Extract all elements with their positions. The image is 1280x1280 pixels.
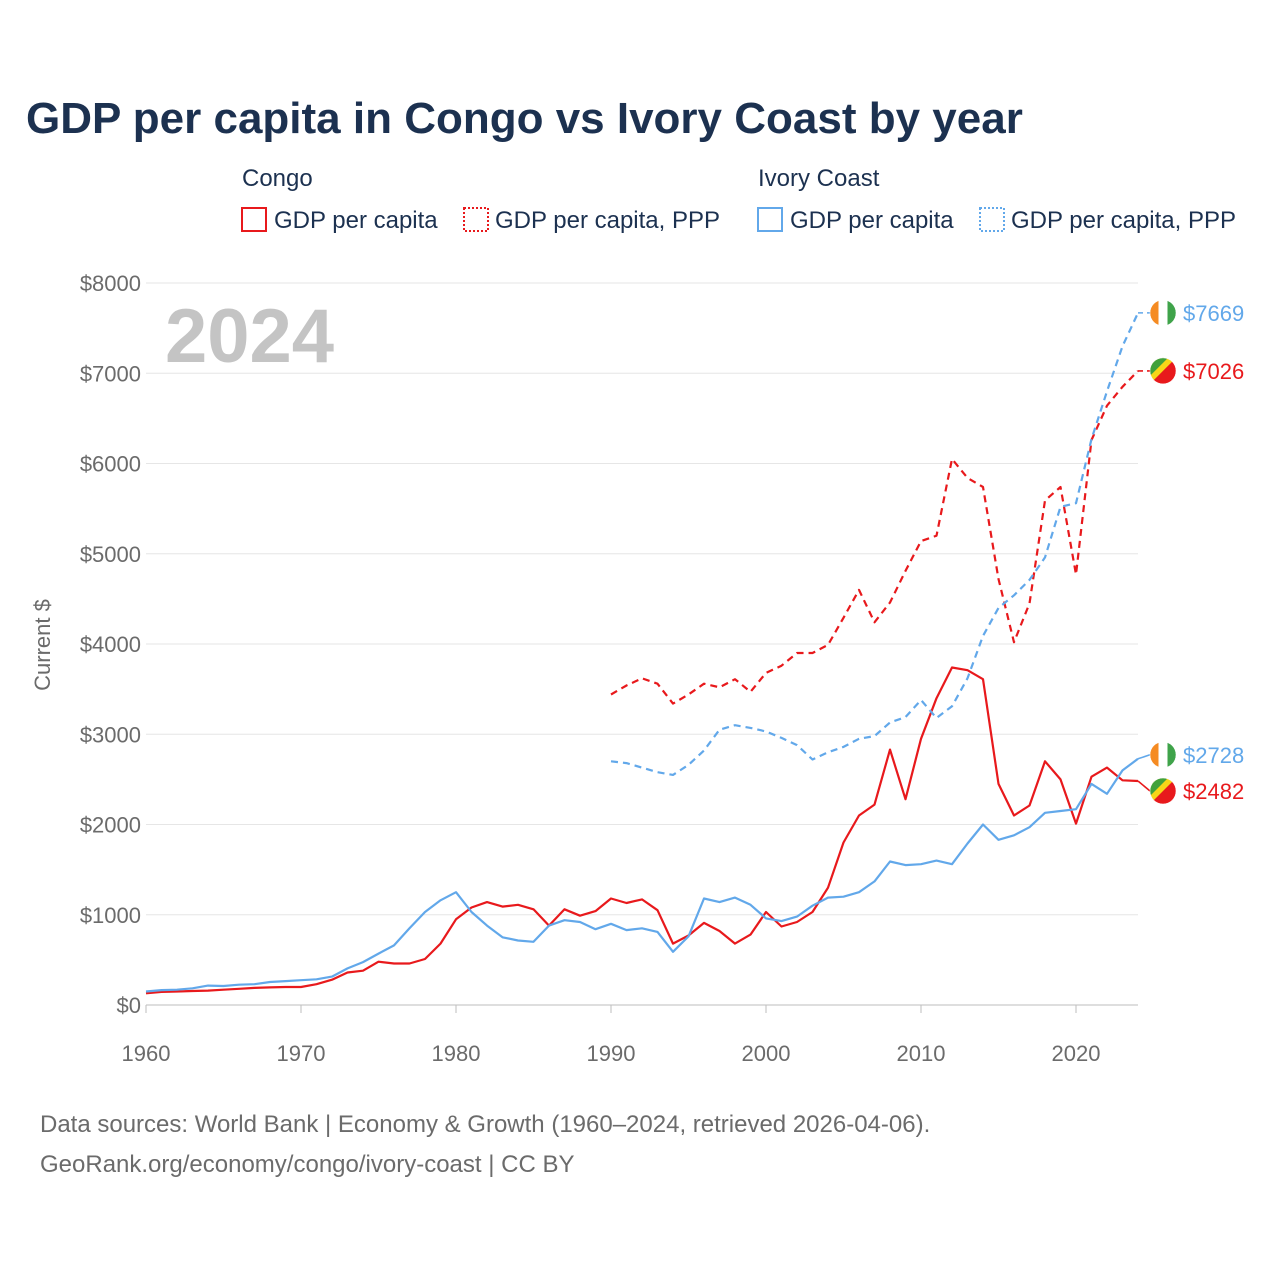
y-tick-label: $6000 xyxy=(80,452,141,477)
legend-group-congo: Congo xyxy=(242,165,313,192)
y-tick-label: $4000 xyxy=(80,632,141,657)
end-value-label: $2728 xyxy=(1183,743,1244,768)
series-line-ivory-coast-gdp-per-capita xyxy=(145,757,1139,993)
x-tick-label: 2020 xyxy=(1052,1041,1101,1066)
legend-group-ivory-coast: Ivory Coast xyxy=(758,165,880,192)
y-tick-label: $2000 xyxy=(80,813,141,838)
y-axis-label: Current $ xyxy=(30,599,55,691)
series-line-congo-gdp-per-capita xyxy=(145,666,1139,995)
x-tick-label: 2000 xyxy=(742,1041,791,1066)
y-tick-label: $1000 xyxy=(80,903,141,928)
series-lines xyxy=(145,312,1139,995)
congo-flag-icon xyxy=(1149,357,1177,385)
end-value-label: $7669 xyxy=(1183,301,1244,326)
grid xyxy=(146,282,1138,1006)
legend-swatch-ivory-ppp xyxy=(979,207,1005,232)
y-tick-label: $7000 xyxy=(80,361,141,386)
year-watermark: 2024 xyxy=(165,294,334,379)
legend-label-congo-ppp: GDP per capita, PPP xyxy=(495,207,720,234)
attribution-text: GeoRank.org/economy/congo/ivory-coast | … xyxy=(40,1151,574,1178)
end-markers: $2482 $7026 $2728 $7669 xyxy=(1137,299,1244,805)
end-value-label: $7026 xyxy=(1183,359,1244,384)
legend-swatch-congo-gdp xyxy=(241,207,267,232)
x-tick-label: 1990 xyxy=(587,1041,636,1066)
x-tick-label: 1970 xyxy=(277,1041,326,1066)
y-tick-label: $0 xyxy=(117,993,141,1018)
end-connector xyxy=(1137,754,1151,760)
x-tick-label: 1980 xyxy=(432,1041,481,1066)
x-axis-ticks: 1960 1970 1980 1990 2000 2010 2020 xyxy=(122,1005,1101,1066)
end-connector xyxy=(1137,780,1151,792)
y-tick-label: $3000 xyxy=(80,722,141,747)
chart-title: GDP per capita in Congo vs Ivory Coast b… xyxy=(26,94,1023,143)
y-axis-ticks: $0 $1000 $2000 $3000 $4000 $5000 $6000 $7000 $80… xyxy=(80,271,141,1018)
congo-flag-icon xyxy=(1149,777,1177,805)
series-line-ivory-coast-gdp-per-capita-ppp xyxy=(610,312,1139,777)
legend-swatch-congo-ppp xyxy=(463,207,489,232)
x-tick-label: 1960 xyxy=(122,1041,171,1066)
series-line-congo-gdp-per-capita-ppp xyxy=(610,370,1139,705)
y-tick-label: $8000 xyxy=(80,271,141,296)
legend-label-congo-gdp: GDP per capita xyxy=(274,207,438,234)
legend-label-ivory-gdp: GDP per capita xyxy=(790,207,954,234)
legend-swatch-ivory-gdp xyxy=(757,207,783,232)
ivory-coast-flag-icon xyxy=(1149,299,1177,327)
legend: Congo GDP per capita GDP per capita, PPP… xyxy=(241,165,1236,234)
end-value-label: $2482 xyxy=(1183,779,1244,804)
x-tick-label: 2010 xyxy=(897,1041,946,1066)
data-source-text: Data sources: World Bank | Economy & Gro… xyxy=(40,1111,930,1138)
y-tick-label: $5000 xyxy=(80,542,141,567)
ivory-coast-flag-icon xyxy=(1149,741,1177,769)
legend-label-ivory-ppp: GDP per capita, PPP xyxy=(1011,207,1236,234)
